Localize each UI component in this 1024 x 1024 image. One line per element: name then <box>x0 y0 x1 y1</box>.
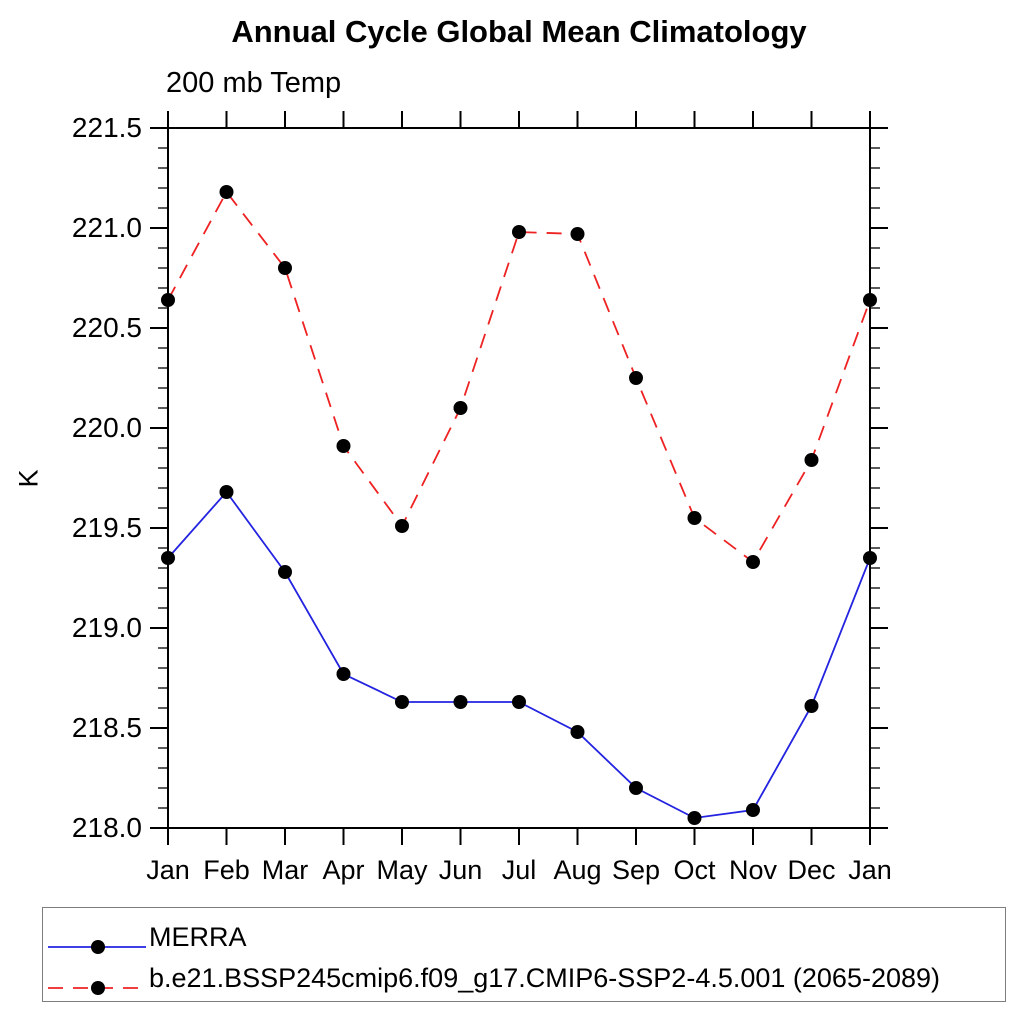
legend-box: MERRA b.e21.BSSP245cmip6.f09_g17.CMIP6-S… <box>42 907 1006 1002</box>
x-tick-label: Dec <box>787 855 836 885</box>
x-tick-label: Feb <box>203 855 250 885</box>
data-point-marker <box>512 225 526 239</box>
y-tick-label: 218.0 <box>71 812 142 843</box>
y-tick-label: 219.0 <box>71 612 142 643</box>
x-tick-label: Jun <box>438 855 483 885</box>
data-point-marker <box>804 699 819 713</box>
x-tick-label: May <box>376 855 428 885</box>
model-line-sample-icon <box>48 981 146 995</box>
data-point-marker <box>687 811 702 825</box>
y-tick-label: 220.5 <box>71 312 142 343</box>
data-point-marker <box>336 667 351 681</box>
y-tick-label: 219.5 <box>71 512 142 543</box>
data-point-marker <box>570 725 585 739</box>
data-point-marker <box>570 227 585 241</box>
data-point-marker <box>746 555 760 569</box>
data-point-marker <box>746 803 760 817</box>
series-line-1 <box>167 190 871 564</box>
data-point-marker <box>278 261 292 275</box>
x-tick-label: Apr <box>322 855 365 885</box>
chart-subtitle: 200 mb Temp <box>166 67 342 99</box>
y-tick-label: 221.0 <box>71 212 142 243</box>
data-point-marker <box>395 519 409 533</box>
data-point-marker <box>219 485 234 499</box>
x-tick-label: Sep <box>611 855 661 885</box>
x-tick-label: Jan <box>146 855 190 885</box>
data-point-marker <box>161 293 175 307</box>
x-tick-label: Mar <box>261 855 309 885</box>
x-tick-label: Oct <box>673 855 716 885</box>
merra-line-sample-icon <box>48 940 146 954</box>
chart-title: Annual Cycle Global Mean Climatology <box>231 14 807 49</box>
data-point-marker <box>804 453 819 467</box>
data-point-marker <box>629 371 643 385</box>
data-point-marker <box>219 185 234 199</box>
data-point-marker <box>863 551 877 565</box>
y-tick-label: 218.5 <box>71 712 142 743</box>
x-tick-label: Jan <box>848 855 892 885</box>
data-point-marker <box>512 695 526 709</box>
data-point-marker <box>629 781 643 795</box>
x-tick-label: Aug <box>553 855 602 885</box>
y-tick-label: 220.0 <box>71 412 142 443</box>
legend-label-merra: MERRA <box>149 922 247 952</box>
data-point-marker <box>687 511 702 525</box>
data-point-marker <box>453 401 468 415</box>
data-point-marker <box>453 695 468 709</box>
data-point-marker <box>336 439 351 453</box>
data-point-marker <box>863 293 877 307</box>
data-point-marker <box>395 695 409 709</box>
data-point-marker <box>161 551 175 565</box>
data-point-marker <box>278 565 292 579</box>
x-tick-label: Nov <box>728 855 777 885</box>
x-tick-label: Jul <box>501 855 537 885</box>
legend-label-model: b.e21.BSSP245cmip6.f09_g17.CMIP6-SSP2-4.… <box>149 963 941 993</box>
y-tick-label: 221.5 <box>71 112 142 143</box>
